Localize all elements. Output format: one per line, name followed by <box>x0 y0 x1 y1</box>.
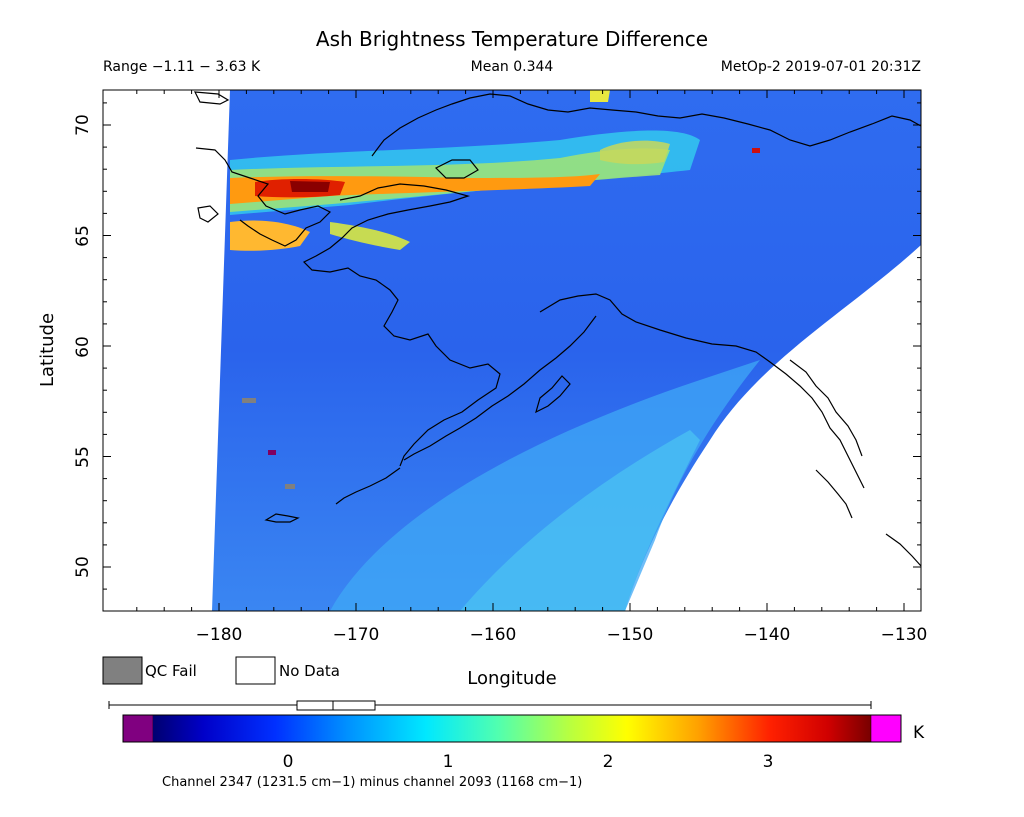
colorbar-tick-label: 3 <box>763 752 774 772</box>
satellite-time-label: MetOp-2 2019-07-01 20:31Z <box>721 59 921 75</box>
y-axis-label: Latitude <box>37 313 58 387</box>
x-tick-label: −130 <box>881 625 928 645</box>
hot-pixel <box>752 148 760 153</box>
no-data-swatch <box>235 656 276 685</box>
map-plot-area <box>103 90 921 611</box>
map-title: Ash Brightness Temperature Difference <box>316 27 708 51</box>
mean-label: Mean 0.344 <box>471 59 554 75</box>
no-data-label: No Data <box>279 662 340 680</box>
x-tick-labels: −180 −170 −160 −150 −140 −130 <box>196 625 928 645</box>
axis-ticks <box>103 90 921 611</box>
channel-caption: Channel 2347 (1231.5 cm−1) minus channel… <box>162 775 582 790</box>
range-label: Range −1.11 − 3.63 K <box>103 59 261 75</box>
x-tick-label: −170 <box>333 625 380 645</box>
qc-fail-label: QC Fail <box>145 662 197 680</box>
colorbar-frame <box>122 714 902 743</box>
colorbar <box>153 715 871 742</box>
qc-fail-pixel <box>242 398 256 403</box>
x-axis-label: Longitude <box>467 668 557 689</box>
qc-fail-pixel <box>285 484 295 489</box>
data-swath <box>212 90 921 611</box>
colorbar-tick-label: 1 <box>443 752 454 772</box>
colorbar-overflow <box>870 714 902 743</box>
y-tick-labels: 70 65 60 55 50 <box>73 114 93 578</box>
ash-patch-ne <box>600 140 670 165</box>
ash-plume-lower-yellow <box>330 222 410 250</box>
colorbar-tick-label: 2 <box>603 752 614 772</box>
y-tick-label: 70 <box>73 114 93 136</box>
colorbar-unit: K <box>913 723 925 743</box>
distribution-boxplot <box>108 700 872 711</box>
colorbar-tick-label: 0 <box>283 752 294 772</box>
y-tick-label: 55 <box>73 446 93 468</box>
x-tick-label: −150 <box>607 625 654 645</box>
colorbar-tick-labels: 0 1 2 3 <box>283 752 774 772</box>
x-tick-label: −140 <box>744 625 791 645</box>
coastlines <box>193 91 921 567</box>
ash-plume-darkred <box>290 181 330 192</box>
y-tick-label: 60 <box>73 336 93 358</box>
colorbar-underflow <box>122 714 154 743</box>
x-tick-label: −160 <box>470 625 517 645</box>
x-tick-label: −180 <box>196 625 243 645</box>
qc-fail-pixel <box>268 450 276 455</box>
y-tick-label: 50 <box>73 556 93 578</box>
swath-cyan-band <box>330 360 760 611</box>
ash-patch-north <box>590 90 610 102</box>
y-tick-label: 65 <box>73 225 93 247</box>
plot-frame <box>102 89 922 612</box>
qc-fail-swatch <box>102 656 143 685</box>
swath-cyan-band-2 <box>460 430 700 611</box>
